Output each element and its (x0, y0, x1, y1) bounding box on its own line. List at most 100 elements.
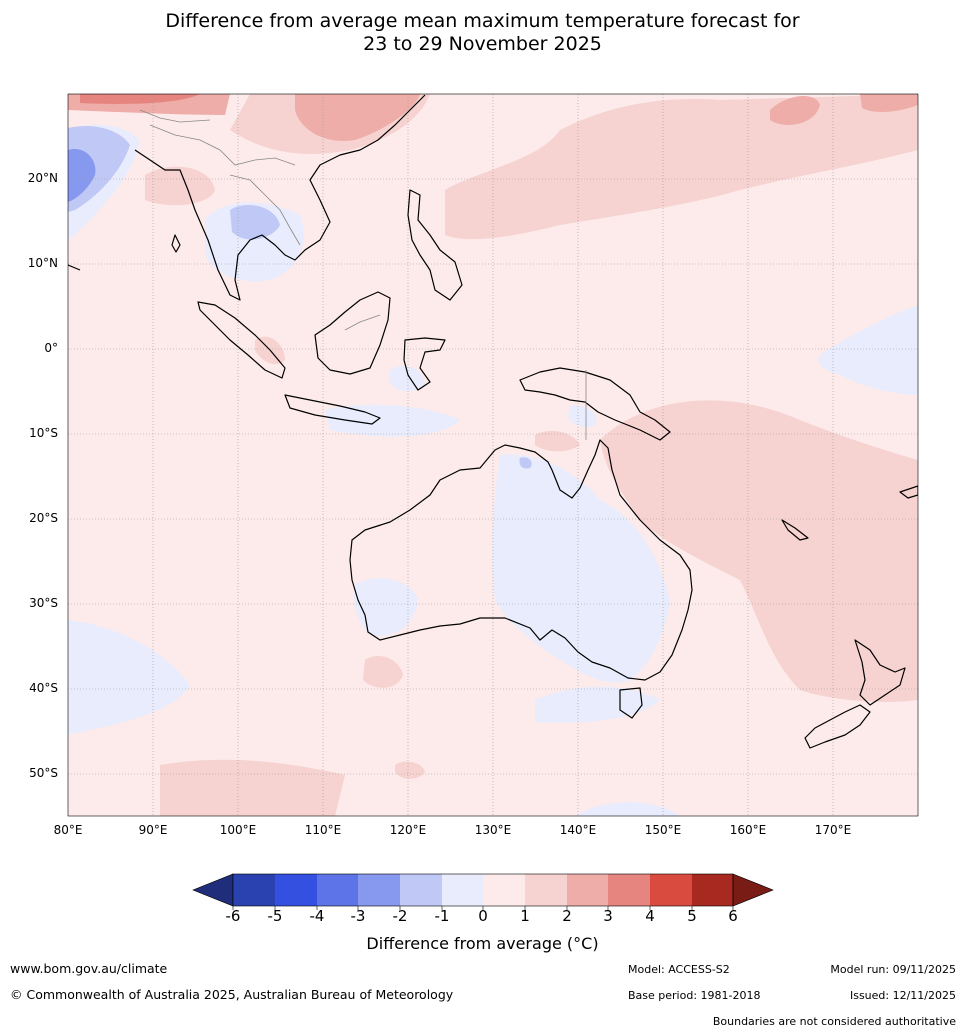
colorbar-bin-minus3-minus2 (358, 874, 400, 906)
new-zealand-north-coastline (854, 639, 906, 706)
anomaly-zone-east-china (295, 94, 420, 141)
new-caledonia-coastline (781, 519, 809, 541)
copyright-text: © Commonwealth of Australia 2025, Austra… (10, 987, 454, 1002)
colorbar-title: Difference from average (°C) (366, 934, 599, 953)
graticule (68, 94, 918, 816)
anomaly-zone-western-australia (353, 578, 418, 636)
java-coastline (284, 394, 381, 425)
anomaly-zone-northwest-pacific (445, 94, 918, 240)
fiji-coastline (899, 485, 918, 499)
anomaly-patch-south-of-wa (363, 655, 403, 688)
lat-label-50s: 50°S (29, 766, 58, 780)
anomaly-zone-tibet (80, 94, 200, 104)
country-borders (139, 109, 587, 440)
lon-label-90e: 90°E (138, 823, 168, 837)
colorbar-label-0: 0 (478, 907, 488, 925)
new-guinea-coastline (519, 367, 671, 441)
anomaly-zone-coral-sea (600, 400, 918, 702)
anomaly-zone-south-of-australia (575, 802, 680, 816)
title-line-2: 23 to 29 November 2025 (363, 33, 602, 55)
sri-lanka-coastline (171, 234, 181, 253)
sumatra-coastline (197, 301, 286, 379)
anomaly-patch-thailand (230, 205, 280, 240)
anomaly-zone-india-cold (68, 149, 96, 202)
lon-label-130e: 130°E (474, 823, 512, 837)
chart-title: Difference from average mean maximum tem… (0, 10, 965, 56)
new-zealand-south-coastline (804, 704, 871, 749)
colorbar-bin-4-5 (650, 874, 692, 906)
colorbar-label-minus4: -4 (309, 907, 325, 925)
lon-label-160e: 160°E (729, 823, 767, 837)
sulawesi-coastline (403, 337, 446, 391)
lon-label-100e: 100°E (219, 823, 257, 837)
anomaly-zone-bay-of-bengal (145, 166, 215, 206)
lon-label-120e: 120°E (389, 823, 427, 837)
anomaly-zone-central-pacific (818, 305, 918, 395)
model-run-date: Model run: 09/11/2025 (830, 963, 956, 976)
anomaly-patch-gulf (519, 457, 532, 469)
colorbar-extend-low (192, 873, 234, 907)
lat-label-20s: 20°S (29, 511, 58, 525)
philippines-coastline (407, 189, 463, 301)
colorbar-label-1: 1 (520, 907, 530, 925)
title-line-1: Difference from average mean maximum tem… (165, 10, 800, 32)
map-frame (67, 93, 919, 817)
lat-label-10n: 10°N (27, 256, 58, 270)
colorbar-label-2: 2 (562, 907, 572, 925)
map-area (68, 94, 918, 816)
colorbar-label-minus2: -2 (392, 907, 408, 925)
colorbar-bin-5-6 (692, 874, 733, 906)
colorbar-label-minus5: -5 (267, 907, 283, 925)
colorbar-label-minus3: -3 (350, 907, 366, 925)
anomaly-patch-west-pacific (770, 95, 820, 125)
boundaries-note: Boundaries are not considered authoritat… (712, 1015, 956, 1028)
lon-label-140e: 140°E (559, 823, 597, 837)
website-link[interactable]: www.bom.gov.au/climate (10, 961, 168, 976)
lat-label-10s: 10°S (29, 426, 58, 440)
lat-label-40s: 40°S (29, 681, 58, 695)
colorbar-bin-0-1 (483, 874, 525, 906)
lat-label-30s: 30°S (29, 596, 58, 610)
colorbar-bin-minus4-minus3 (317, 874, 358, 906)
coastlines (68, 94, 918, 749)
lon-label-110e: 110°E (304, 823, 342, 837)
colorbar (192, 873, 774, 910)
lat-label-equator: 0° (44, 341, 58, 355)
anomaly-patch-southern-small (395, 761, 425, 779)
model-name: Model: ACCESS-S2 (628, 963, 730, 976)
colorbar-label-5: 5 (687, 907, 697, 925)
lat-label-20n: 20°N (27, 171, 58, 185)
anomaly-zone-southern-indian (68, 620, 190, 735)
anomaly-zone-eastern-australia (492, 454, 670, 683)
anomaly-patch-arafura (568, 405, 597, 427)
colorbar-bin-1-2 (525, 874, 567, 906)
anomaly-patch-timor-sea (535, 430, 580, 452)
issued-date: Issued: 12/11/2025 (849, 989, 956, 1002)
mainland-asia-coastline (68, 94, 426, 301)
anomaly-zone-tasmania (535, 686, 660, 723)
anomaly-patch-sulawesi (390, 365, 425, 392)
australia-coastline (349, 439, 693, 681)
anomaly-zone-java-sea (325, 404, 460, 437)
colorbar-extend-high (732, 873, 774, 907)
anomaly-zone-indochina (205, 202, 304, 282)
colorbar-ticks (232, 906, 734, 910)
anomaly-patch-pacific-ne (860, 94, 918, 112)
colorbar-label-minus6: -6 (225, 907, 241, 925)
tasmania-coastline (619, 687, 643, 719)
lon-label-170e: 170°E (814, 823, 852, 837)
lon-label-80e: 80°E (53, 823, 83, 837)
colorbar-bin-minus6-minus5 (233, 874, 275, 906)
colorbar-bin-2-3 (567, 874, 608, 906)
colorbar-bin-minus5-minus4 (275, 874, 317, 906)
lon-label-150e: 150°E (644, 823, 682, 837)
colorbar-label-4: 4 (645, 907, 655, 925)
base-period: Base period: 1981-2018 (628, 989, 761, 1002)
colorbar-label-3: 3 (603, 907, 613, 925)
colorbar-label-6: 6 (728, 907, 738, 925)
colorbar-label-minus1: -1 (434, 907, 450, 925)
colorbar-bin-minus1-0 (442, 874, 483, 906)
colorbar-bin-3-4 (608, 874, 650, 906)
borneo-coastline (314, 291, 391, 375)
